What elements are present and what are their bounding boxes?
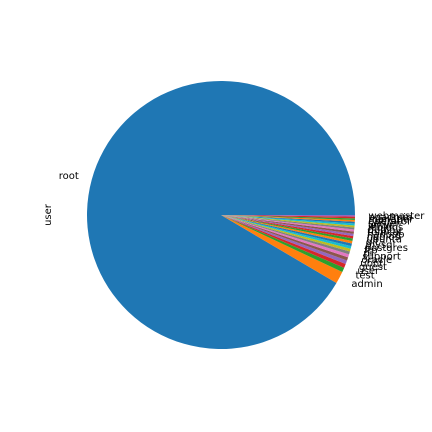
slice-webmaster <box>221 215 355 217</box>
slice-admin <box>221 215 343 284</box>
slice-server <box>221 215 355 224</box>
slice-label-jenkins: jenkins <box>367 223 403 234</box>
slice-oracle <box>221 215 350 258</box>
slice-label-operator: operator <box>368 216 412 227</box>
slice-ubuntu <box>221 215 354 239</box>
pie-slices <box>86 80 355 350</box>
slice-test <box>221 215 345 272</box>
slice-mysql <box>221 215 353 244</box>
slice-label-www: www <box>368 220 393 231</box>
slice-label-ftp: ftp <box>364 246 378 257</box>
slice-label-hadoop: hadoop <box>367 230 404 241</box>
slice-label-nagios: nagios <box>367 232 400 243</box>
slice-ftp <box>221 215 352 249</box>
slice-www <box>221 215 355 226</box>
slice-support <box>221 215 350 255</box>
slice-pi <box>221 215 351 252</box>
slice-hadoop <box>221 215 354 234</box>
slice-manager <box>221 215 355 220</box>
slice-label-admin: admin <box>351 279 382 290</box>
slice-operator <box>221 215 355 222</box>
slice-jenkins <box>221 215 355 228</box>
slice-label-server: server <box>368 218 401 229</box>
slice-label-guest: guest <box>359 262 387 273</box>
slice-label-root: root <box>59 171 79 182</box>
slice-guest <box>221 215 348 264</box>
slice-label-ubnt: ubnt <box>360 258 383 269</box>
slice-label-test: test <box>355 270 374 281</box>
slice-label-user: user <box>357 266 380 277</box>
slice-label-support: support <box>362 252 400 263</box>
slice-nagios <box>221 215 354 237</box>
slice-label-deploy: deploy <box>368 225 402 236</box>
slice-pgadmin <box>221 215 355 219</box>
slice-git <box>221 215 353 241</box>
slice-label-postgres: postgres <box>365 243 408 254</box>
slice-label-pi: pi <box>363 249 372 260</box>
slice-label-manager: manager <box>368 215 414 226</box>
slice-labels: rootadmintestuserguestubntoraclesupportp… <box>59 171 426 290</box>
slice-deploy <box>221 215 355 230</box>
slice-ubnt <box>221 215 349 261</box>
slice-tomcat <box>221 215 355 232</box>
slice-label-webmaster: webmaster <box>368 211 425 222</box>
slice-label-mysql: mysql <box>365 240 395 251</box>
slice-label-tomcat: tomcat <box>367 227 402 238</box>
slice-user <box>221 215 346 268</box>
slice-label-oracle: oracle <box>361 255 392 266</box>
y-axis-label: user <box>43 203 54 226</box>
slice-label-pgadmin: pgadmin <box>368 213 412 224</box>
slice-postgres <box>221 215 352 247</box>
slice-label-ubuntu: ubuntu <box>366 235 402 246</box>
slice-label-git: git <box>366 237 379 248</box>
